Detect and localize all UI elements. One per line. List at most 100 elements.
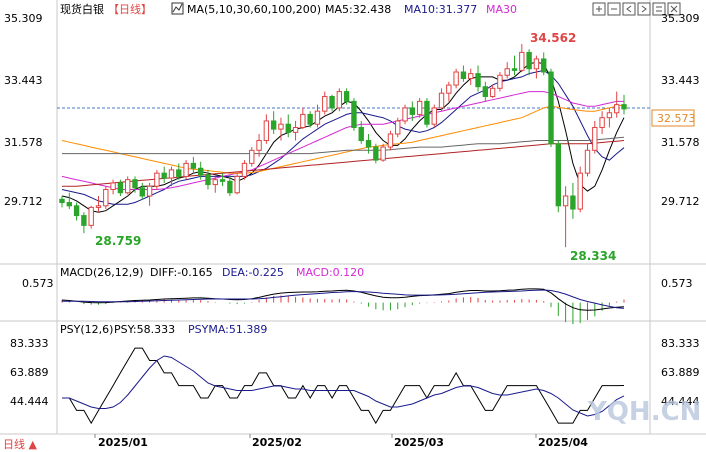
candle-body	[212, 179, 218, 186]
plus-icon[interactable]	[592, 2, 606, 16]
candle-body	[88, 206, 94, 226]
candle-body	[110, 182, 116, 190]
candle-body	[541, 58, 547, 73]
current-price-value: 32.573	[657, 112, 696, 125]
candle	[59, 196, 65, 208]
candle-body	[168, 169, 175, 179]
candle-body	[176, 169, 182, 177]
period-selector[interactable]: 日线 ▲	[3, 437, 37, 451]
candle-body	[300, 113, 306, 128]
price-tick-right-1: 35.309	[661, 12, 700, 25]
candle-body	[336, 91, 343, 109]
candle	[227, 174, 233, 196]
candle	[176, 163, 182, 180]
x-tick-label: 2025/04	[538, 436, 588, 449]
ma10-value: MA10:31.377	[404, 3, 477, 16]
candle-body	[314, 110, 321, 125]
candle	[380, 143, 386, 162]
candle	[292, 120, 299, 141]
candle	[146, 182, 153, 206]
candle	[95, 196, 102, 213]
left-icon[interactable]	[622, 2, 636, 16]
macd-macd: MACD:0.120	[296, 266, 364, 279]
candle-body	[555, 143, 562, 207]
ma-toggle-icon[interactable]	[171, 2, 184, 15]
macd-diff: DIFF:-0.165	[150, 266, 213, 279]
candle	[285, 114, 291, 138]
candle	[168, 166, 175, 187]
candle	[212, 176, 218, 193]
candle	[489, 85, 496, 99]
candle-body	[351, 100, 357, 128]
candle	[322, 91, 328, 115]
candle	[307, 111, 313, 128]
candle	[110, 179, 116, 195]
ma100-line	[62, 136, 625, 155]
candle	[526, 49, 532, 76]
candle	[278, 117, 284, 141]
candle-body	[402, 107, 408, 122]
candle	[66, 192, 72, 210]
candle-body	[409, 107, 416, 115]
right-icon[interactable]	[637, 2, 651, 16]
psyma-line	[62, 355, 625, 417]
period-selector-bg[interactable]	[0, 436, 50, 452]
candle-body	[73, 205, 80, 217]
candle-body	[373, 146, 379, 161]
candle-body	[468, 73, 474, 80]
candle	[154, 169, 160, 190]
candle-body	[329, 95, 335, 109]
candle-body	[307, 113, 313, 125]
candle-body	[526, 51, 532, 70]
psy-layer	[62, 347, 625, 425]
candle	[438, 88, 445, 112]
symbol-title: 现货白银	[60, 2, 104, 16]
candle-body	[482, 86, 489, 97]
candle	[402, 104, 408, 125]
candle	[190, 156, 197, 174]
candle	[599, 111, 605, 134]
candle-body	[548, 71, 554, 145]
low2-label: 28.759	[95, 234, 141, 248]
candle	[475, 65, 481, 92]
ma60-line	[61, 104, 625, 174]
x-tick-label: 2025/03	[394, 436, 444, 449]
x-tick-label: 2025/02	[252, 436, 302, 449]
candle	[124, 176, 131, 195]
candle	[197, 161, 204, 180]
macd-title: MACD(26,12,9)	[60, 266, 144, 279]
x-axis: 2025/01 2025/02 2025/03 2025/04	[98, 436, 588, 449]
close-icon[interactable]	[667, 2, 681, 16]
candle-body	[533, 58, 540, 70]
candle-body	[124, 179, 131, 194]
candle-body	[234, 175, 240, 194]
candle-body	[322, 95, 328, 112]
candle-body	[562, 195, 569, 207]
candle	[373, 143, 379, 164]
psy-value: PSY:58.333	[114, 323, 175, 336]
grid-icon[interactable]	[652, 2, 666, 16]
candle	[88, 205, 94, 229]
candle	[606, 107, 613, 128]
candle	[468, 68, 474, 86]
candle-body	[446, 84, 452, 94]
low-label: 28.334	[570, 249, 616, 263]
psy-tick-right-1: 83.333	[661, 337, 700, 350]
candle-body	[497, 74, 503, 89]
candle-body	[154, 172, 160, 187]
candle-body	[117, 182, 124, 194]
candle	[570, 182, 576, 219]
candle	[365, 134, 372, 154]
candle-body	[395, 120, 401, 135]
candle-body	[95, 205, 102, 208]
candle-body	[139, 187, 145, 197]
candle-body	[438, 92, 445, 109]
candle	[336, 88, 343, 112]
minus-icon[interactable]	[607, 2, 621, 16]
candle-body	[416, 100, 423, 115]
psy-title: PSY(12,6)	[60, 323, 113, 336]
candle-body	[614, 104, 620, 114]
macd-dea-line	[62, 289, 625, 309]
candle	[73, 202, 80, 221]
